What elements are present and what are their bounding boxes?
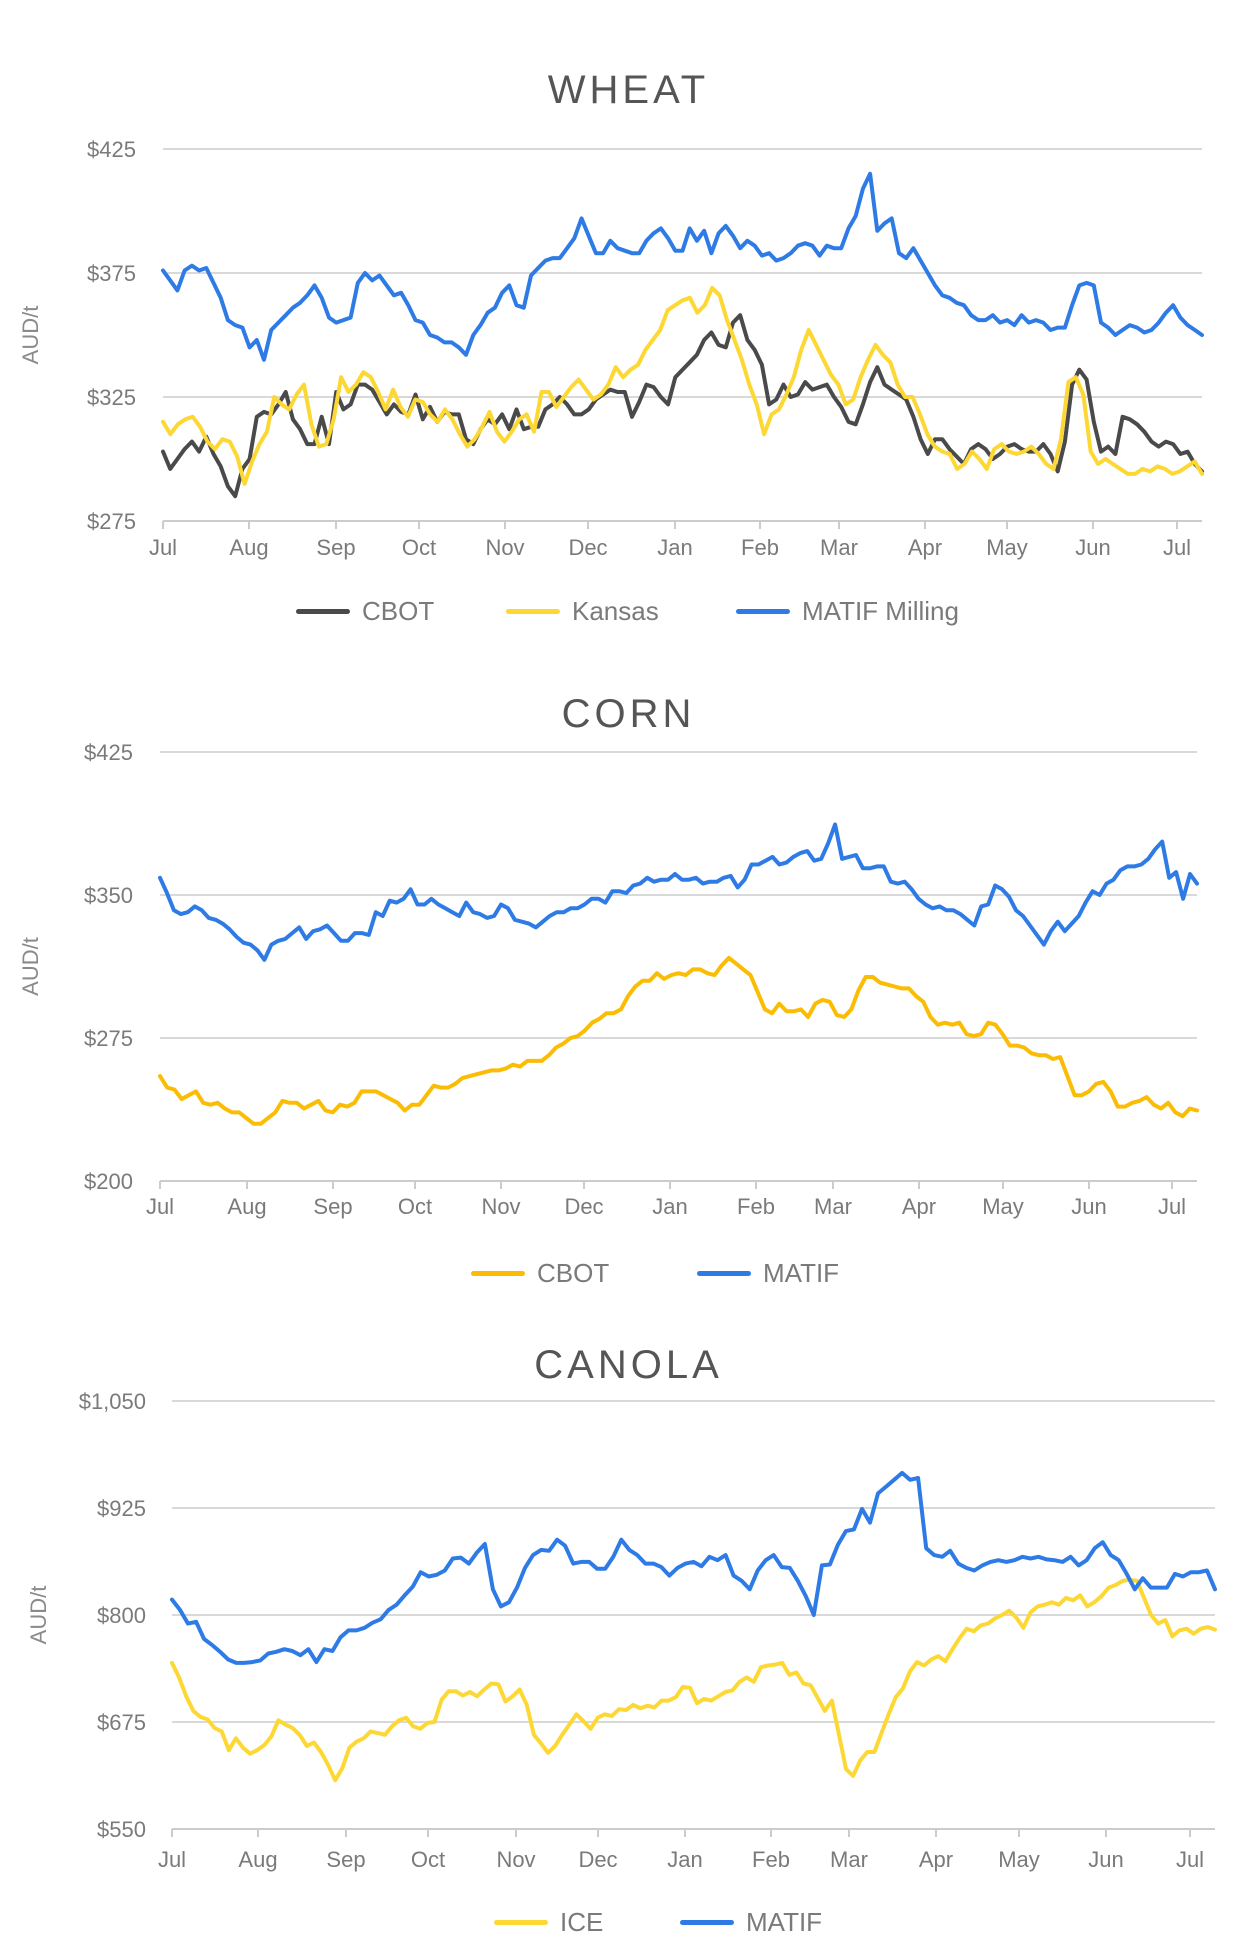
x-tick-label: Jan — [652, 1194, 687, 1219]
wheat-chart: $275 $325 $375 $425 AUD/t Jul Aug Sep Oct Nov Dec J… — [18, 137, 1204, 560]
x-tick-label: Jun — [1071, 1194, 1106, 1219]
y-tick-label: $425 — [87, 137, 136, 162]
y-tick-label: $425 — [84, 740, 133, 765]
x-tick-label: Apr — [919, 1847, 953, 1872]
legend-label: MATIF — [746, 1906, 823, 1937]
x-tick-label: Mar — [820, 535, 858, 560]
y-tick-label: $550 — [97, 1817, 146, 1842]
legend-item-matif[interactable]: MATIF — [697, 1258, 839, 1288]
legend-item-cbot[interactable]: CBOT — [471, 1258, 609, 1288]
corn-chart-title: CORN — [561, 692, 696, 736]
x-tick-label: Apr — [902, 1194, 936, 1219]
series-line-matif — [158, 822, 1199, 962]
kansas-swatch-icon — [506, 608, 560, 614]
legend-label: CBOT — [537, 1257, 610, 1288]
x-tick-label: Sep — [316, 535, 355, 560]
x-tick-label: Mar — [814, 1194, 852, 1219]
x-tick-label: May — [982, 1194, 1024, 1219]
x-tick-label: Jul — [1158, 1194, 1186, 1219]
legend-item-kansas[interactable]: Kansas — [506, 596, 659, 626]
x-tick-label: Oct — [411, 1847, 445, 1872]
canola-chart-title: CANOLA — [534, 1343, 723, 1387]
wheat-chart-title: WHEAT — [547, 68, 710, 112]
series-line-ice — [170, 1577, 1217, 1783]
cbot-swatch-icon — [471, 1270, 525, 1276]
x-tick-label: Mar — [830, 1847, 868, 1872]
legend-label: CBOT — [362, 595, 435, 626]
series-line-cbot — [161, 313, 1204, 499]
legend-label: MATIF — [763, 1257, 840, 1288]
x-tick-label: Jul — [146, 1194, 174, 1219]
matif-swatch-icon — [680, 1919, 734, 1925]
series-line-kansas — [161, 285, 1204, 486]
legend-label: ICE — [560, 1906, 604, 1937]
series-line-matif-milling — [161, 171, 1204, 362]
wheat-legend: CBOT Kansas MATIF Milling — [0, 596, 1257, 626]
y-tick-label: $350 — [84, 883, 133, 908]
x-tick-label: Feb — [737, 1194, 775, 1219]
x-tick-label: May — [986, 535, 1028, 560]
legend-item-matif-milling[interactable]: MATIF Milling — [736, 596, 959, 626]
x-tick-label: Oct — [402, 535, 436, 560]
x-tick-label: Jun — [1088, 1847, 1123, 1872]
x-tick-label: Aug — [227, 1194, 266, 1219]
matif-swatch-icon — [697, 1270, 751, 1276]
legend-item-matif[interactable]: MATIF — [680, 1907, 822, 1937]
y-axis-title: AUD/t — [26, 1586, 51, 1645]
matif-swatch-icon — [736, 608, 790, 614]
y-tick-label: $1,050 — [79, 1389, 146, 1414]
x-tick-label: Jul — [158, 1847, 186, 1872]
y-tick-label: $275 — [87, 509, 136, 534]
x-tick-label: Jul — [1163, 535, 1191, 560]
y-axis-title: AUD/t — [18, 306, 43, 365]
ice-swatch-icon — [494, 1919, 548, 1925]
cbot-swatch-icon — [296, 608, 350, 614]
legend-item-cbot[interactable]: CBOT — [296, 596, 434, 626]
x-tick-label: Jan — [667, 1847, 702, 1872]
x-tick-label: Sep — [326, 1847, 365, 1872]
corn-chart: $200 $275 $350 $425 AUD/t Jul Aug Sep Oct Nov Dec J… — [18, 740, 1199, 1219]
x-tick-label: Apr — [908, 535, 942, 560]
x-tick-label: Sep — [313, 1194, 352, 1219]
x-tick-label: Jun — [1075, 535, 1110, 560]
y-tick-label: $675 — [97, 1710, 146, 1735]
x-tick-label: Oct — [398, 1194, 432, 1219]
series-line-cbot — [158, 955, 1199, 1126]
y-tick-label: $375 — [87, 261, 136, 286]
legend-label: MATIF Milling — [802, 595, 959, 626]
series-line-matif — [170, 1470, 1217, 1665]
x-tick-label: Feb — [752, 1847, 790, 1872]
x-tick-label: Aug — [229, 535, 268, 560]
x-tick-label: Feb — [741, 535, 779, 560]
y-tick-label: $925 — [97, 1496, 146, 1521]
canola-legend: ICE MATIF — [0, 1907, 1257, 1937]
x-tick-label: Dec — [578, 1847, 617, 1872]
legend-item-ice[interactable]: ICE — [494, 1907, 603, 1937]
x-tick-label: Jul — [1176, 1847, 1204, 1872]
y-tick-label: $200 — [84, 1169, 133, 1194]
x-tick-label: Nov — [481, 1194, 520, 1219]
x-tick-label: May — [998, 1847, 1040, 1872]
x-tick-label: Jan — [657, 535, 692, 560]
y-tick-label: $275 — [84, 1026, 133, 1051]
corn-legend: CBOT MATIF — [0, 1258, 1257, 1288]
x-tick-label: Jul — [149, 535, 177, 560]
x-tick-label: Dec — [564, 1194, 603, 1219]
y-tick-label: $325 — [87, 385, 136, 410]
y-axis-title: AUD/t — [18, 937, 43, 996]
x-tick-label: Nov — [496, 1847, 535, 1872]
legend-label: Kansas — [572, 595, 659, 626]
x-tick-label: Nov — [485, 535, 524, 560]
x-tick-label: Aug — [238, 1847, 277, 1872]
x-tick-label: Dec — [568, 535, 607, 560]
y-tick-label: $800 — [97, 1603, 146, 1628]
